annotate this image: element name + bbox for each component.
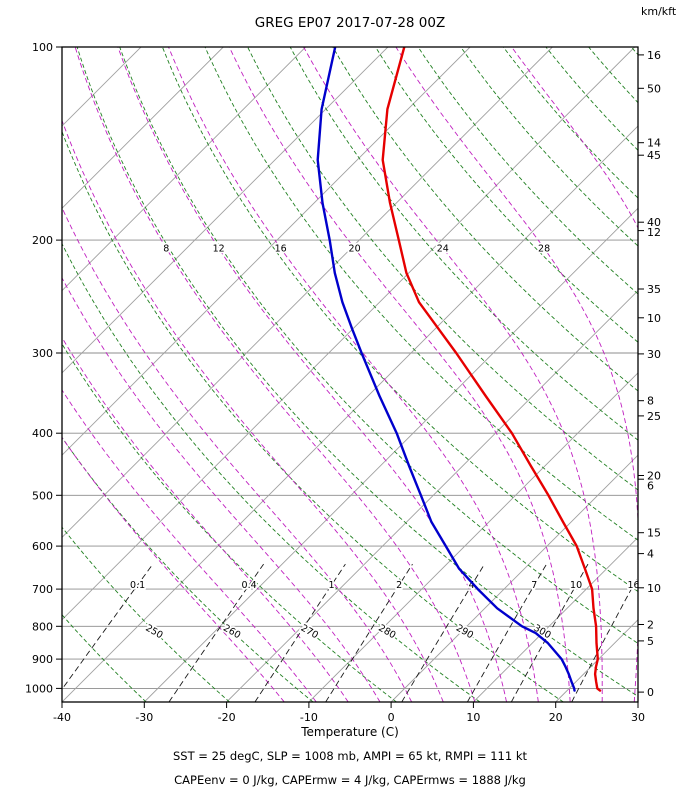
x-tick-label: -30 (135, 711, 153, 724)
height-tick-label: 16 (647, 49, 661, 62)
contour-label: 12 (213, 244, 225, 255)
contour-label: 290 (454, 623, 475, 642)
pressure-tick-label: 800 (32, 620, 53, 633)
pressure-tick-label: 500 (32, 489, 53, 502)
contour-label: 10 (570, 580, 582, 591)
contour-label: 28 (538, 244, 550, 255)
height-tick-label: 4 (647, 548, 654, 561)
contour-label: 0.1 (130, 580, 145, 591)
height-tick-label: 40 (647, 216, 661, 229)
footer-line1: SST = 25 degC, SLP = 1008 mb, AMPI = 65 … (173, 749, 527, 763)
contour-label: 20 (349, 244, 361, 255)
contour-label: 32 (642, 244, 654, 255)
contour-label: 24 (437, 244, 449, 255)
pressure-tick-label: 900 (32, 653, 53, 666)
pressure-tick-label: 700 (32, 583, 53, 596)
dewpoint-curve (316, 47, 576, 692)
contour-label: 16 (627, 580, 639, 591)
height-tick-label: 20 (647, 470, 661, 483)
height-tick-label: 45 (647, 149, 661, 162)
footer-line2: CAPEenv = 0 J/kg, CAPErmw = 4 J/kg, CAPE… (174, 773, 526, 787)
contour-label: 270 (299, 623, 320, 642)
height-tick-label: 10 (647, 312, 661, 325)
pressure-tick-label: 300 (32, 347, 53, 360)
contour-label: 8 (163, 244, 169, 255)
contour-label: 2 (396, 580, 402, 591)
height-tick-label: 14 (647, 137, 661, 150)
pressure-tick-label: 100 (32, 41, 53, 54)
contour-label: 4 (469, 580, 475, 591)
x-axis-label: Temperature (C) (300, 725, 399, 739)
height-tick-label: 8 (647, 395, 654, 408)
plot-border (61, 46, 639, 703)
height-tick-label: 10 (647, 582, 661, 595)
pressure-axis: 100 200 300 400 500 600 700 800 900 1000 (25, 41, 62, 695)
pressure-tick-label: 200 (32, 234, 53, 247)
pressure-tick-label: 600 (32, 540, 53, 553)
height-tick-label: 30 (647, 348, 661, 361)
contour-label: 7 (531, 580, 537, 591)
pressure-tick-label: 1000 (25, 682, 53, 695)
x-tick-label: -10 (300, 711, 318, 724)
x-tick-label: 20 (549, 711, 563, 724)
height-tick-label: 35 (647, 283, 661, 296)
height-tick-label: 0 (647, 686, 654, 699)
height-tick-label: 6 (647, 480, 654, 493)
right-axis-unit-label: km/kft (641, 5, 677, 18)
mixing-ratio-lines (62, 563, 638, 702)
height-tick-label: 25 (647, 410, 661, 423)
height-tick-label: 12 (647, 226, 661, 239)
x-axis: -40 -30 -20 -10 0 10 20 30 (53, 702, 645, 724)
contour-label: 260 (221, 623, 242, 642)
moist-adiabat-lines (62, 47, 638, 702)
height-tick-label: 2 (647, 619, 654, 632)
chart-title: GREG EP07 2017-07-28 00Z (255, 15, 445, 31)
contour-label: 0.4 (242, 580, 257, 591)
contour-label: 280 (376, 623, 397, 642)
x-tick-label: -40 (53, 711, 71, 724)
contour-label: 16 (275, 244, 287, 255)
x-tick-label: 0 (388, 711, 395, 724)
x-tick-label: 30 (631, 711, 645, 724)
height-tick-label: 15 (647, 527, 661, 540)
contour-label: 1 (328, 580, 334, 591)
axes: -40 -30 -20 -10 0 10 20 30100200300400500600700… (25, 41, 661, 724)
x-tick-label: 10 (466, 711, 480, 724)
x-tick-label: -20 (218, 711, 236, 724)
pressure-tick-label: 400 (32, 427, 53, 440)
temperature-curve (381, 47, 602, 692)
pressure-gridlines (62, 47, 638, 689)
height-tick-label: 50 (647, 82, 661, 95)
height-tick-label: 5 (647, 635, 654, 648)
